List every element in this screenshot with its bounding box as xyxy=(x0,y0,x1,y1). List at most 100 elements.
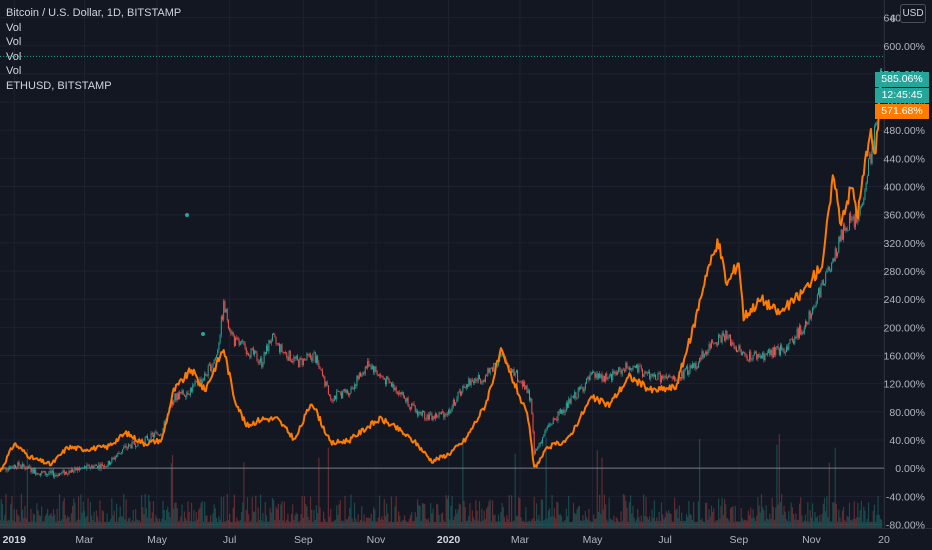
btc-candle-body xyxy=(501,354,503,355)
volume-bar xyxy=(511,495,513,528)
volume-bar xyxy=(716,520,719,528)
volume-bar xyxy=(685,513,688,528)
volume-bar xyxy=(763,510,765,528)
btc-candle-body xyxy=(770,350,772,355)
volume-bar xyxy=(31,521,33,528)
volume-bar xyxy=(274,520,276,528)
volume-bar xyxy=(706,502,708,528)
btc-candle-body xyxy=(646,372,648,374)
btc-candle-body xyxy=(578,387,580,390)
volume-bar xyxy=(562,521,564,528)
btc-candle-body xyxy=(404,396,406,399)
btc-candle-body xyxy=(714,342,716,344)
btc-candle-body xyxy=(518,381,520,383)
volume-bar xyxy=(8,520,11,528)
volume-bar xyxy=(115,503,118,528)
btc-candle-body xyxy=(740,349,742,356)
volume-bar xyxy=(633,517,635,528)
btc-candle-body xyxy=(267,345,269,352)
volume-bar xyxy=(424,503,426,528)
volume-bar xyxy=(179,520,181,528)
volume-bar xyxy=(168,512,170,528)
volume-bar xyxy=(588,508,590,528)
btc-candle-body xyxy=(771,350,773,358)
btc-candle-body xyxy=(238,340,240,346)
volume-legend[interactable]: Vol xyxy=(6,36,22,48)
volume-bar xyxy=(621,521,623,528)
btc-candle-body xyxy=(356,375,358,386)
btc-candle-body xyxy=(710,340,712,349)
volume-bar xyxy=(214,508,216,528)
btc-candle-body xyxy=(44,470,46,475)
volume-legend[interactable]: Vol xyxy=(6,65,22,77)
volume-bar xyxy=(845,521,847,528)
volume-bar xyxy=(817,521,820,528)
volume-bar xyxy=(815,517,817,528)
volume-bar xyxy=(740,507,742,528)
volume-bar xyxy=(465,521,467,528)
btc-candle-body xyxy=(438,412,440,417)
btc-candle-body xyxy=(58,473,60,476)
btc-candle-body xyxy=(584,383,586,389)
btc-candle-body xyxy=(219,334,221,343)
volume-bars xyxy=(0,434,883,528)
volume-bar xyxy=(148,494,150,528)
volume-bar xyxy=(652,517,654,528)
btc-candle-body xyxy=(476,380,478,382)
btc-candle-body xyxy=(762,352,764,358)
btc-candle-body xyxy=(788,343,790,350)
volume-bar xyxy=(847,516,849,528)
btc-candle-body xyxy=(402,392,404,397)
btc-candle-body xyxy=(772,347,774,358)
volume-bar xyxy=(286,519,288,528)
main-symbol-title[interactable]: Bitcoin / U.S. Dollar, 1D, BITSTAMP xyxy=(6,7,182,19)
volume-bar xyxy=(25,518,27,528)
volume-bar xyxy=(877,496,879,528)
volume-legend[interactable]: Vol xyxy=(6,21,22,34)
btc-candle-body xyxy=(331,399,333,401)
volume-bar xyxy=(709,516,711,528)
btc-candle-body xyxy=(536,448,538,451)
volume-bar xyxy=(687,516,689,528)
btc-candle-body xyxy=(776,346,778,348)
volume-legend[interactable]: Vol xyxy=(6,50,22,63)
volume-bar xyxy=(345,519,347,528)
btc-candle-body xyxy=(525,385,527,390)
volume-bar xyxy=(295,512,297,528)
volume-bar xyxy=(255,495,257,528)
volume-bar xyxy=(111,498,113,528)
volume-bar xyxy=(792,513,795,528)
btc-candle-body xyxy=(790,338,792,340)
btc-candle-body xyxy=(401,392,403,395)
btc-candle-body xyxy=(595,373,597,378)
btc-candle-body xyxy=(699,357,701,363)
btc-candle-body xyxy=(727,336,729,339)
volume-bar xyxy=(259,494,262,528)
btc-candle-body xyxy=(89,467,91,469)
btc-candle-body xyxy=(323,375,325,377)
volume-bar xyxy=(456,513,458,528)
btc-candle-body xyxy=(448,410,450,414)
btc-candle-body xyxy=(326,381,328,386)
btc-candle-body xyxy=(684,368,686,370)
btc-candle-body xyxy=(3,467,5,469)
currency-button[interactable]: USD xyxy=(900,4,926,23)
y-tick-label: 280.00% xyxy=(884,266,925,278)
btc-candle-body xyxy=(825,272,827,284)
volume-bar xyxy=(707,519,709,528)
btc-candle-body xyxy=(396,392,398,394)
volume-bar xyxy=(461,521,463,528)
btc-candle-body xyxy=(246,353,248,355)
volume-bar xyxy=(848,502,851,528)
btc-candle-body xyxy=(287,357,289,361)
compare-symbol-title[interactable]: ETHUSD, BITSTAMP xyxy=(6,79,112,92)
volume-bar xyxy=(696,521,698,528)
volume-bar xyxy=(139,521,141,528)
time-axis-labels[interactable]: 2019 Mar May Jul Sep Nov 2020 Mar May Jul Sep Nov 20 xyxy=(3,534,890,546)
btc-candle-body xyxy=(812,307,814,315)
btc-candle-body xyxy=(78,468,80,471)
volume-bar xyxy=(432,508,434,528)
btc-candle-body xyxy=(154,433,156,437)
